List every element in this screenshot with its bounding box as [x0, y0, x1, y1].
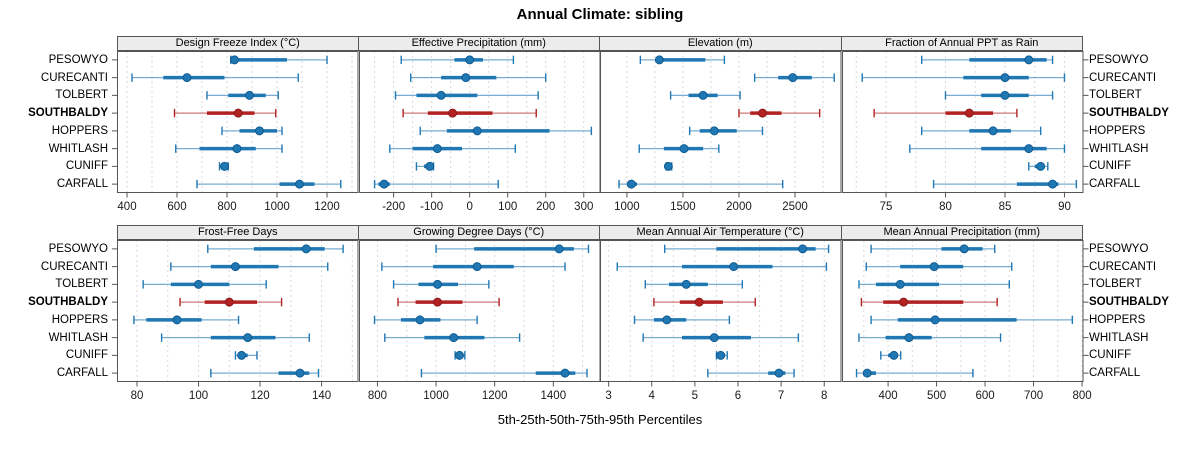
- panel-effective-precipitation: Effective Precipitation (mm) -200 -100 0 10…: [358, 36, 600, 213]
- svg-text:1000: 1000: [264, 201, 290, 213]
- panel-strip-title: Frost-Free Days: [117, 225, 359, 240]
- site-label: HOPPERS: [1089, 313, 1146, 326]
- site-label: CUNIFF: [1089, 160, 1132, 173]
- svg-text:1500: 1500: [670, 201, 696, 213]
- svg-text:400: 400: [117, 201, 136, 213]
- svg-text:100: 100: [189, 390, 208, 402]
- plot-frost-free-days: 80 100 120 140: [112, 240, 359, 402]
- panel-mean-annual-precipitation: Mean Annual Precipitation (mm) 400 500 600…: [841, 225, 1091, 402]
- site-label: SOUTHBALDY: [28, 296, 108, 309]
- panel-strip-title: Elevation (m): [600, 36, 842, 51]
- panel-strip-title: Mean Annual Precipitation (mm): [841, 225, 1083, 240]
- svg-text:-100: -100: [420, 201, 443, 213]
- svg-text:8: 8: [821, 390, 827, 402]
- site-label: SOUTHBALDY: [28, 107, 108, 120]
- svg-text:5: 5: [692, 390, 698, 402]
- chart-title: Annual Climate: sibling: [516, 6, 684, 23]
- site-label: WHITLASH: [1089, 331, 1149, 344]
- site-label: PESOWYO: [1089, 242, 1149, 255]
- panel-elevation: Elevation (m) 1000 1500 2000 2500: [600, 36, 842, 213]
- svg-text:140: 140: [312, 390, 331, 402]
- site-label: CUNIFF: [1089, 349, 1132, 362]
- svg-text:1200: 1200: [481, 390, 507, 402]
- svg-text:200: 200: [536, 201, 555, 213]
- site-label: TOLBERT: [1089, 278, 1142, 291]
- svg-text:300: 300: [574, 201, 593, 213]
- site-label: CUNIFF: [65, 160, 108, 173]
- site-label: HOPPERS: [51, 313, 108, 326]
- svg-text:100: 100: [498, 201, 517, 213]
- site-label: WHITLASH: [1089, 142, 1149, 155]
- site-label: CARFALL: [1089, 367, 1141, 380]
- site-label: TOLBERT: [55, 278, 108, 291]
- site-label: CURECANTI: [1089, 260, 1157, 273]
- svg-text:3: 3: [605, 390, 611, 402]
- svg-text:1000: 1000: [614, 201, 640, 213]
- site-label: CARFALL: [1089, 178, 1141, 191]
- svg-text:90: 90: [1058, 201, 1071, 213]
- site-label: CURECANTI: [40, 71, 108, 84]
- svg-text:85: 85: [998, 201, 1011, 213]
- panel-row-top: Design Freeze Index (°C) 400 600 800 1000 12…: [112, 36, 1088, 213]
- svg-text:800: 800: [217, 201, 236, 213]
- panel-row-bottom: Frost-Free Days 80 100 120 140 Growing Degr…: [112, 225, 1091, 402]
- svg-text:1400: 1400: [540, 390, 566, 402]
- svg-text:80: 80: [131, 390, 144, 402]
- svg-text:2000: 2000: [726, 201, 752, 213]
- svg-text:-200: -200: [382, 201, 405, 213]
- site-label: PESOWYO: [48, 53, 108, 66]
- site-label: TOLBERT: [1089, 89, 1142, 102]
- svg-text:0: 0: [466, 201, 472, 213]
- svg-text:2500: 2500: [782, 201, 808, 213]
- svg-text:500: 500: [926, 390, 945, 402]
- site-label: PESOWYO: [48, 242, 108, 255]
- site-label: CARFALL: [56, 178, 108, 191]
- svg-text:600: 600: [167, 201, 186, 213]
- site-label: CURECANTI: [40, 260, 108, 273]
- site-label: SOUTHBALDY: [1089, 296, 1169, 309]
- site-label: PESOWYO: [1089, 53, 1149, 66]
- site-label: CARFALL: [56, 367, 108, 380]
- panel-growing-degree-days: Growing Degree Days (°C) 800 1000 1200 1400: [358, 225, 600, 402]
- svg-text:800: 800: [1072, 390, 1091, 402]
- site-label: HOPPERS: [51, 124, 108, 137]
- plot-mean-annual-air-temperature: 3 4 5 6 7 8: [600, 240, 842, 402]
- panel-fraction-ppt-rain: Fraction of Annual PPT as Rain 75 80 85 90: [841, 36, 1088, 213]
- plot-mean-annual-precipitation: 400 500 600 700 800: [841, 240, 1091, 402]
- percentiles-caption: 5th-25th-50th-75th-95th Percentiles: [497, 412, 703, 427]
- plot-fraction-ppt-rain: 75 80 85 90: [841, 51, 1088, 213]
- plot-effective-precipitation: -200 -100 0 100 200 300: [358, 51, 600, 213]
- svg-text:7: 7: [778, 390, 784, 402]
- site-label: HOPPERS: [1089, 124, 1146, 137]
- site-label: CUNIFF: [65, 349, 108, 362]
- site-label: CURECANTI: [1089, 71, 1157, 84]
- svg-text:80: 80: [939, 201, 952, 213]
- site-label: WHITLASH: [48, 142, 108, 155]
- plot-elevation: 1000 1500 2000 2500: [600, 51, 842, 213]
- svg-text:400: 400: [878, 390, 897, 402]
- svg-text:800: 800: [367, 390, 386, 402]
- svg-text:1200: 1200: [314, 201, 340, 213]
- panel-frost-free-days: Frost-Free Days 80 100 120 140: [112, 225, 359, 402]
- svg-text:600: 600: [975, 390, 994, 402]
- site-label: TOLBERT: [55, 89, 108, 102]
- panel-mean-annual-air-temperature: Mean Annual Air Temperature (°C) 3 4 5 6 7 8: [600, 225, 842, 402]
- svg-text:6: 6: [735, 390, 741, 402]
- panel-strip-title: Design Freeze Index (°C): [117, 36, 359, 51]
- svg-text:4: 4: [649, 390, 656, 402]
- svg-text:120: 120: [250, 390, 269, 402]
- panel-strip-title: Mean Annual Air Temperature (°C): [600, 225, 842, 240]
- plot-growing-degree-days: 800 1000 1200 1400: [358, 240, 600, 402]
- panel-strip-title: Fraction of Annual PPT as Rain: [841, 36, 1083, 51]
- svg-text:75: 75: [879, 201, 892, 213]
- svg-text:1000: 1000: [423, 390, 449, 402]
- site-label: SOUTHBALDY: [1089, 107, 1169, 120]
- panel-strip-title: Growing Degree Days (°C): [358, 225, 600, 240]
- panel-design-freeze-index: Design Freeze Index (°C) 400 600 800 1000 12…: [112, 36, 359, 213]
- plot-design-freeze-index: 400 600 800 1000 1200: [112, 51, 359, 213]
- svg-text:700: 700: [1023, 390, 1042, 402]
- panel-strip-title: Effective Precipitation (mm): [358, 36, 600, 51]
- site-label: WHITLASH: [48, 331, 108, 344]
